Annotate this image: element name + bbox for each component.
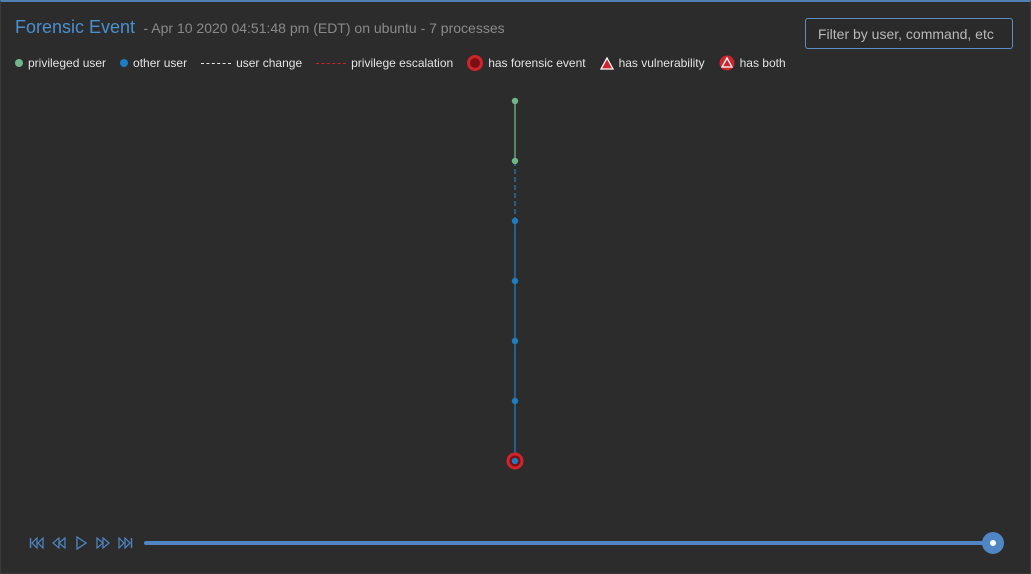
privilege-escalation-dash-icon <box>316 62 347 64</box>
process-node[interactable] <box>511 217 519 225</box>
legend-vulnerability: has vulnerability <box>599 56 705 70</box>
playback-controls <box>28 534 134 552</box>
process-node[interactable] <box>511 457 519 465</box>
process-node[interactable] <box>511 397 519 405</box>
privileged-user-dot-icon <box>15 59 23 67</box>
process-node[interactable] <box>511 337 519 345</box>
event-summary: - Apr 10 2020 04:51:48 pm (EDT) on ubunt… <box>143 20 505 36</box>
play-icon[interactable] <box>72 534 90 552</box>
fast-forward-icon[interactable] <box>94 534 112 552</box>
both-triangle-icon <box>719 55 735 71</box>
legend-forensic-event: has forensic event <box>467 55 586 71</box>
slider-handle-dot <box>990 540 996 546</box>
skip-to-end-icon[interactable] <box>116 534 134 552</box>
legend-label: privileged user <box>28 56 107 70</box>
header: Forensic Event - Apr 10 2020 04:51:48 pm… <box>15 17 505 38</box>
legend-privilege-escalation: privilege escalation <box>316 56 453 70</box>
process-tree-graph <box>506 97 524 470</box>
other-user-dot-icon <box>120 59 129 67</box>
forensic-event-ring-icon <box>467 55 484 71</box>
process-node[interactable] <box>511 277 519 285</box>
timeline-slider-handle[interactable] <box>982 532 1004 554</box>
legend-other-user: other user <box>120 56 187 70</box>
rewind-icon[interactable] <box>50 534 68 552</box>
legend-label: has both <box>739 56 786 70</box>
legend-label: other user <box>133 56 188 70</box>
legend-label: has vulnerability <box>618 56 705 70</box>
legend-user-change: user change <box>201 56 302 70</box>
filter-input[interactable] <box>805 18 1013 49</box>
legend: privileged user other user user change p… <box>15 55 786 71</box>
vulnerability-triangle-icon <box>599 56 614 70</box>
user-change-dash-icon <box>201 62 232 64</box>
legend-label: user change <box>236 56 303 70</box>
skip-to-start-icon[interactable] <box>28 534 46 552</box>
legend-privileged-user: privileged user <box>15 56 106 70</box>
process-node[interactable] <box>511 157 519 165</box>
timeline-track[interactable] <box>144 541 1004 545</box>
legend-label: privilege escalation <box>351 56 454 70</box>
page-title: Forensic Event <box>15 17 136 37</box>
legend-label: has forensic event <box>488 56 586 70</box>
legend-both: has both <box>719 55 786 71</box>
process-node[interactable] <box>511 97 519 105</box>
